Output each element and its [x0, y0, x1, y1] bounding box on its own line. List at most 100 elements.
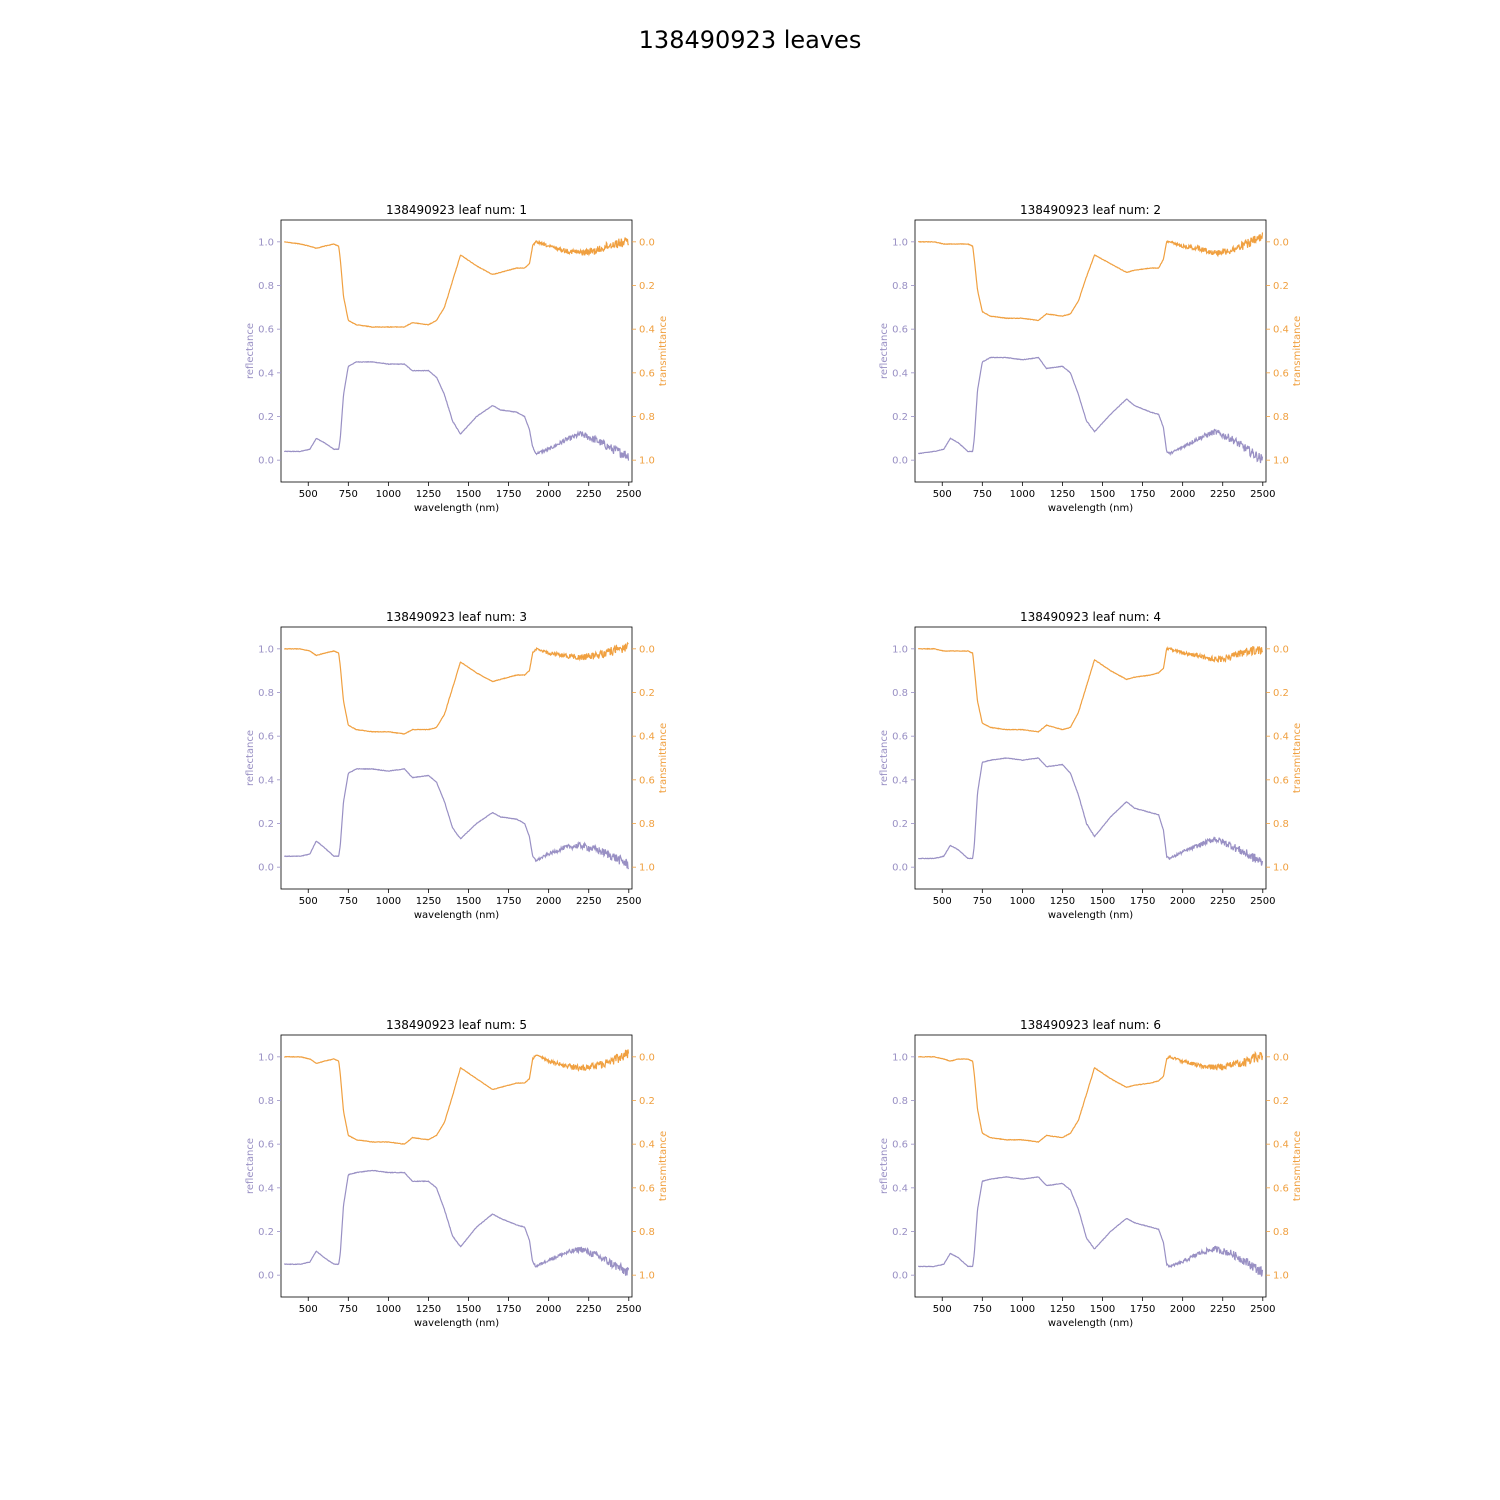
- x-tick-label: 1000: [376, 1304, 401, 1315]
- y2-tick-label: 0.2: [639, 688, 655, 699]
- y-tick-label: 0.0: [892, 1271, 908, 1282]
- y2-tick-label: 0.2: [1273, 688, 1289, 699]
- y-tick-label: 1.0: [258, 1052, 274, 1063]
- y-tick-label: 0.8: [258, 281, 274, 292]
- y2-tick-label: 1.0: [1273, 1271, 1289, 1282]
- x-tick-label: 750: [339, 489, 358, 500]
- x-tick-label: 1250: [416, 489, 441, 500]
- x-tick-label: 2250: [576, 489, 601, 500]
- panel-title: 138490923 leaf num: 4: [1020, 610, 1161, 624]
- y2-tick-label: 0.4: [639, 325, 655, 336]
- y2-tick-label: 0.6: [639, 1183, 655, 1194]
- y-tick-label: 0.2: [892, 1227, 908, 1238]
- y2-tick-label: 1.0: [639, 863, 655, 874]
- y-tick-label: 0.2: [258, 819, 274, 830]
- panel-2: 138490923 leaf num: 2 500 750 1000 1250 1500 1…: [879, 203, 1303, 514]
- y-axis-label: reflectance: [245, 1138, 256, 1194]
- y2-tick-label: 0.4: [1273, 325, 1289, 336]
- y2-tick-label: 1.0: [639, 1271, 655, 1282]
- panel-5: 138490923 leaf num: 5 500 750 1000 1250 1500 1…: [245, 1018, 669, 1329]
- x-tick-label: 1500: [456, 896, 481, 907]
- y2-tick-label: 0.2: [1273, 1096, 1289, 1107]
- y2-tick-label: 0.0: [639, 237, 655, 248]
- y-tick-label: 0.6: [258, 325, 274, 336]
- y2-tick-label: 0.6: [1273, 775, 1289, 786]
- y2-tick-label: 0.6: [1273, 368, 1289, 379]
- x-tick-label: 500: [933, 489, 952, 500]
- panel-6: 138490923 leaf num: 6 500 750 1000 1250 1500 1…: [879, 1018, 1303, 1329]
- x-tick-label: 1750: [1130, 896, 1155, 907]
- y-tick-label: 0.8: [892, 688, 908, 699]
- y2-axis-label: transmittance: [658, 316, 669, 386]
- x-tick-label: 2000: [1170, 1304, 1195, 1315]
- x-tick-label: 2250: [1210, 489, 1235, 500]
- panel-title: 138490923 leaf num: 2: [1020, 203, 1161, 217]
- x-tick-label: 1750: [1130, 489, 1155, 500]
- reflectance-line: [918, 757, 1264, 866]
- y-tick-label: 0.2: [892, 412, 908, 423]
- x-tick-label: 2250: [576, 1304, 601, 1315]
- y-tick-label: 0.8: [892, 281, 908, 292]
- y2-tick-label: 0.4: [639, 1140, 655, 1151]
- y2-tick-label: 1.0: [639, 456, 655, 467]
- transmittance-line: [917, 645, 1264, 733]
- y2-tick-label: 0.8: [639, 1227, 655, 1238]
- x-tick-label: 2250: [1210, 896, 1235, 907]
- y2-tick-label: 0.8: [1273, 1227, 1289, 1238]
- transmittance-line: [918, 1050, 1264, 1143]
- y-tick-label: 0.8: [258, 1096, 274, 1107]
- x-tick-label: 1000: [376, 489, 401, 500]
- y2-tick-label: 0.2: [1273, 281, 1289, 292]
- y-tick-label: 0.6: [892, 732, 908, 743]
- y-axis-label: reflectance: [879, 730, 890, 786]
- x-tick-label: 2000: [1170, 489, 1195, 500]
- x-tick-label: 1750: [496, 1304, 521, 1315]
- plot-frame: [914, 1034, 1267, 1298]
- panel-4: 138490923 leaf num: 4 500 750 1000 1250 1500 1…: [879, 610, 1303, 921]
- y2-tick-label: 0.0: [639, 1052, 655, 1063]
- y-tick-label: 0.4: [258, 775, 274, 786]
- transmittance-line: [284, 641, 629, 735]
- x-tick-label: 500: [933, 896, 952, 907]
- x-tick-label: 750: [973, 1304, 992, 1315]
- y-tick-label: 0.4: [892, 1183, 908, 1194]
- x-tick-label: 500: [933, 1304, 952, 1315]
- y2-axis-label: transmittance: [658, 1131, 669, 1201]
- x-tick-label: 1750: [496, 896, 521, 907]
- y-tick-label: 0.8: [258, 688, 274, 699]
- y2-tick-label: 0.4: [639, 732, 655, 743]
- x-tick-label: 2000: [1170, 896, 1195, 907]
- y2-tick-label: 0.0: [1273, 237, 1289, 248]
- y-axis-label: reflectance: [245, 323, 256, 379]
- x-tick-label: 1250: [1050, 1304, 1075, 1315]
- x-tick-label: 1750: [1130, 1304, 1155, 1315]
- y-tick-label: 1.0: [258, 644, 274, 655]
- y-tick-label: 0.0: [258, 456, 274, 467]
- y2-axis-label: transmittance: [1292, 316, 1303, 386]
- panel-title: 138490923 leaf num: 1: [386, 203, 527, 217]
- y-tick-label: 0.4: [892, 368, 908, 379]
- figure-title: 138490923 leaves: [639, 26, 862, 54]
- transmittance-line: [283, 237, 630, 329]
- x-tick-label: 2500: [616, 896, 641, 907]
- plot-frame: [280, 219, 633, 483]
- x-tick-label: 2500: [1250, 896, 1275, 907]
- x-tick-label: 1000: [1010, 896, 1035, 907]
- x-tick-label: 1250: [416, 896, 441, 907]
- reflectance-line: [283, 1169, 630, 1276]
- y2-tick-label: 0.4: [1273, 1140, 1289, 1151]
- x-tick-label: 500: [299, 1304, 318, 1315]
- transmittance-line: [283, 1049, 630, 1145]
- transmittance-line: [918, 232, 1264, 322]
- x-tick-label: 2500: [616, 489, 641, 500]
- x-tick-label: 1000: [376, 896, 401, 907]
- x-tick-label: 1750: [496, 489, 521, 500]
- x-tick-label: 2500: [616, 1304, 641, 1315]
- x-tick-label: 2000: [536, 1304, 561, 1315]
- x-axis-label: wavelength (nm): [414, 1318, 499, 1329]
- x-tick-label: 1500: [1090, 1304, 1115, 1315]
- x-tick-label: 1250: [416, 1304, 441, 1315]
- x-tick-label: 1250: [1050, 489, 1075, 500]
- y-tick-label: 1.0: [892, 237, 908, 248]
- x-axis-label: wavelength (nm): [1048, 910, 1133, 921]
